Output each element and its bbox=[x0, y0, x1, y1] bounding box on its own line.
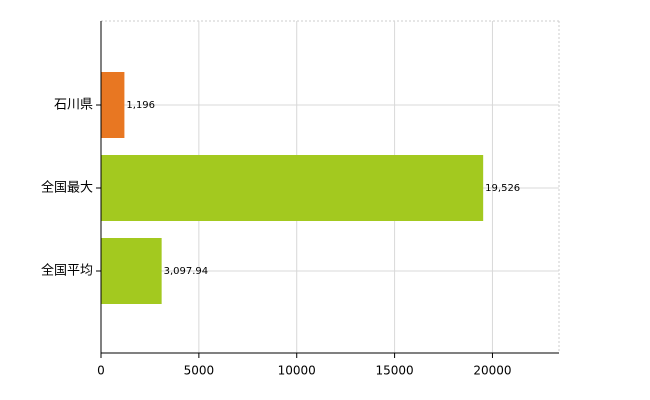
y-tick-label: 石川県 bbox=[54, 98, 93, 113]
y-tick-label: 全国最大 bbox=[41, 180, 93, 196]
y-tick-label: 全国平均 bbox=[41, 263, 93, 279]
x-tick-label: 0 bbox=[97, 364, 105, 378]
value-label: 3,097.94 bbox=[164, 266, 209, 277]
x-tick-label: 20000 bbox=[473, 364, 511, 378]
bar bbox=[101, 72, 125, 138]
bar bbox=[101, 155, 484, 221]
x-tick-label: 15000 bbox=[375, 364, 413, 378]
value-label: 19,526 bbox=[485, 183, 520, 194]
x-tick-label: 5000 bbox=[184, 364, 215, 378]
value-label: 1,196 bbox=[126, 100, 155, 111]
bar bbox=[101, 238, 162, 304]
x-tick-label: 10000 bbox=[278, 364, 316, 378]
